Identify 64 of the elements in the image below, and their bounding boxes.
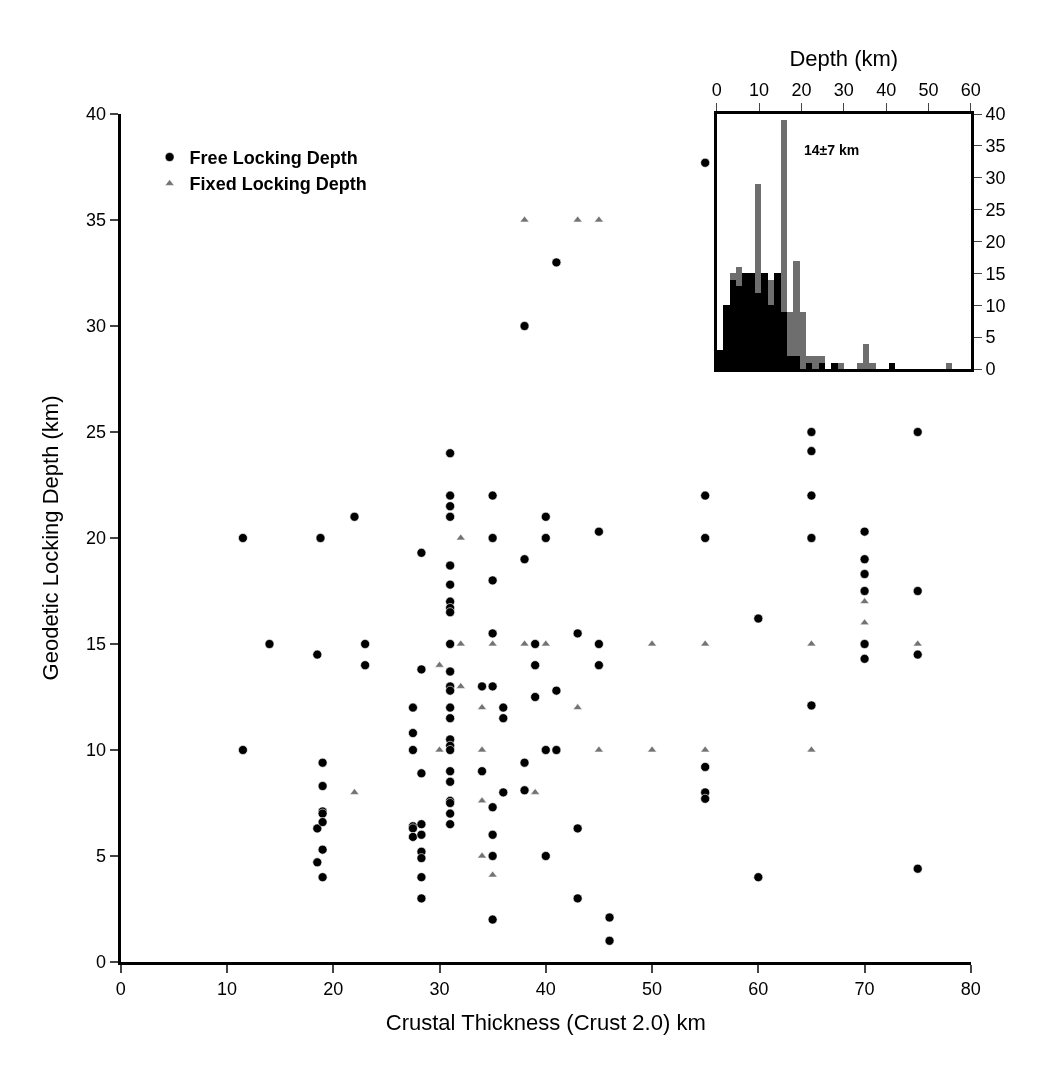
point: [593, 215, 604, 223]
y-tick-label: 35: [86, 210, 107, 231]
y-tick-label: 10: [985, 295, 1006, 316]
y-tick-label: 40: [985, 104, 1006, 125]
x-tick-label: 70: [854, 978, 875, 999]
point: [700, 745, 711, 753]
x-tick-label: 50: [918, 79, 939, 100]
y-tick-label: 25: [86, 422, 107, 443]
x-tick-label: 20: [323, 978, 344, 999]
x-tick-label: 0: [711, 79, 722, 100]
y-tick-label: 35: [985, 136, 1006, 157]
y-tick-label: 5: [985, 327, 996, 348]
legend-label: Free Locking Depth: [189, 148, 358, 169]
x-tick-label: 50: [642, 978, 663, 999]
x-tick-label: 60: [960, 79, 981, 100]
point: [519, 215, 530, 223]
point: [806, 639, 817, 647]
y-tick-label: 0: [96, 952, 107, 973]
point: [455, 533, 466, 541]
y-tick-label: 20: [86, 528, 107, 549]
y-tick-label: 10: [86, 740, 107, 761]
y-tick-label: 15: [86, 634, 107, 655]
point: [700, 639, 711, 647]
x-tick-label: 30: [429, 978, 450, 999]
point: [540, 639, 551, 647]
point: [572, 215, 583, 223]
x-tick-label: 0: [115, 978, 126, 999]
x-tick-label: 10: [216, 978, 237, 999]
y-tick-label: 25: [985, 199, 1006, 220]
y-tick-label: 20: [985, 231, 1006, 252]
point: [806, 745, 817, 753]
x-axis-title: Depth (km): [789, 45, 899, 71]
point: [434, 745, 445, 753]
y-tick-label: 30: [985, 168, 1006, 189]
point: [647, 745, 657, 753]
annotation: 14±7 km: [804, 142, 860, 158]
x-tick-label: 20: [791, 79, 812, 100]
point: [477, 796, 487, 804]
y-tick-label: 5: [96, 846, 107, 867]
point: [912, 639, 923, 647]
y-tick-label: 40: [86, 104, 107, 125]
point: [477, 703, 487, 710]
x-tick-label: 30: [833, 79, 854, 100]
point: [477, 745, 487, 753]
y-tick-label: 30: [86, 316, 107, 337]
x-tick-label: 10: [749, 79, 770, 100]
x-tick-label: 60: [748, 978, 769, 999]
point: [434, 660, 445, 668]
legend-label: Fixed Locking Depth: [189, 174, 367, 195]
point: [477, 851, 487, 859]
x-tick-label: 80: [960, 978, 981, 999]
point: [487, 639, 498, 647]
y-tick-label: 0: [985, 359, 996, 380]
point: [487, 870, 498, 878]
point: [455, 639, 466, 647]
y-axis-title: Geodetic Locking Depth (km): [37, 395, 63, 681]
x-axis-title: Crustal Thickness (Crust 2.0) km: [385, 1010, 706, 1036]
y-tick-label: 15: [985, 263, 1006, 284]
point: [859, 618, 870, 626]
point: [593, 745, 604, 753]
x-tick-label: 40: [535, 978, 556, 999]
point: [647, 639, 657, 647]
x-tick-label: 40: [876, 79, 897, 100]
point: [519, 639, 530, 647]
